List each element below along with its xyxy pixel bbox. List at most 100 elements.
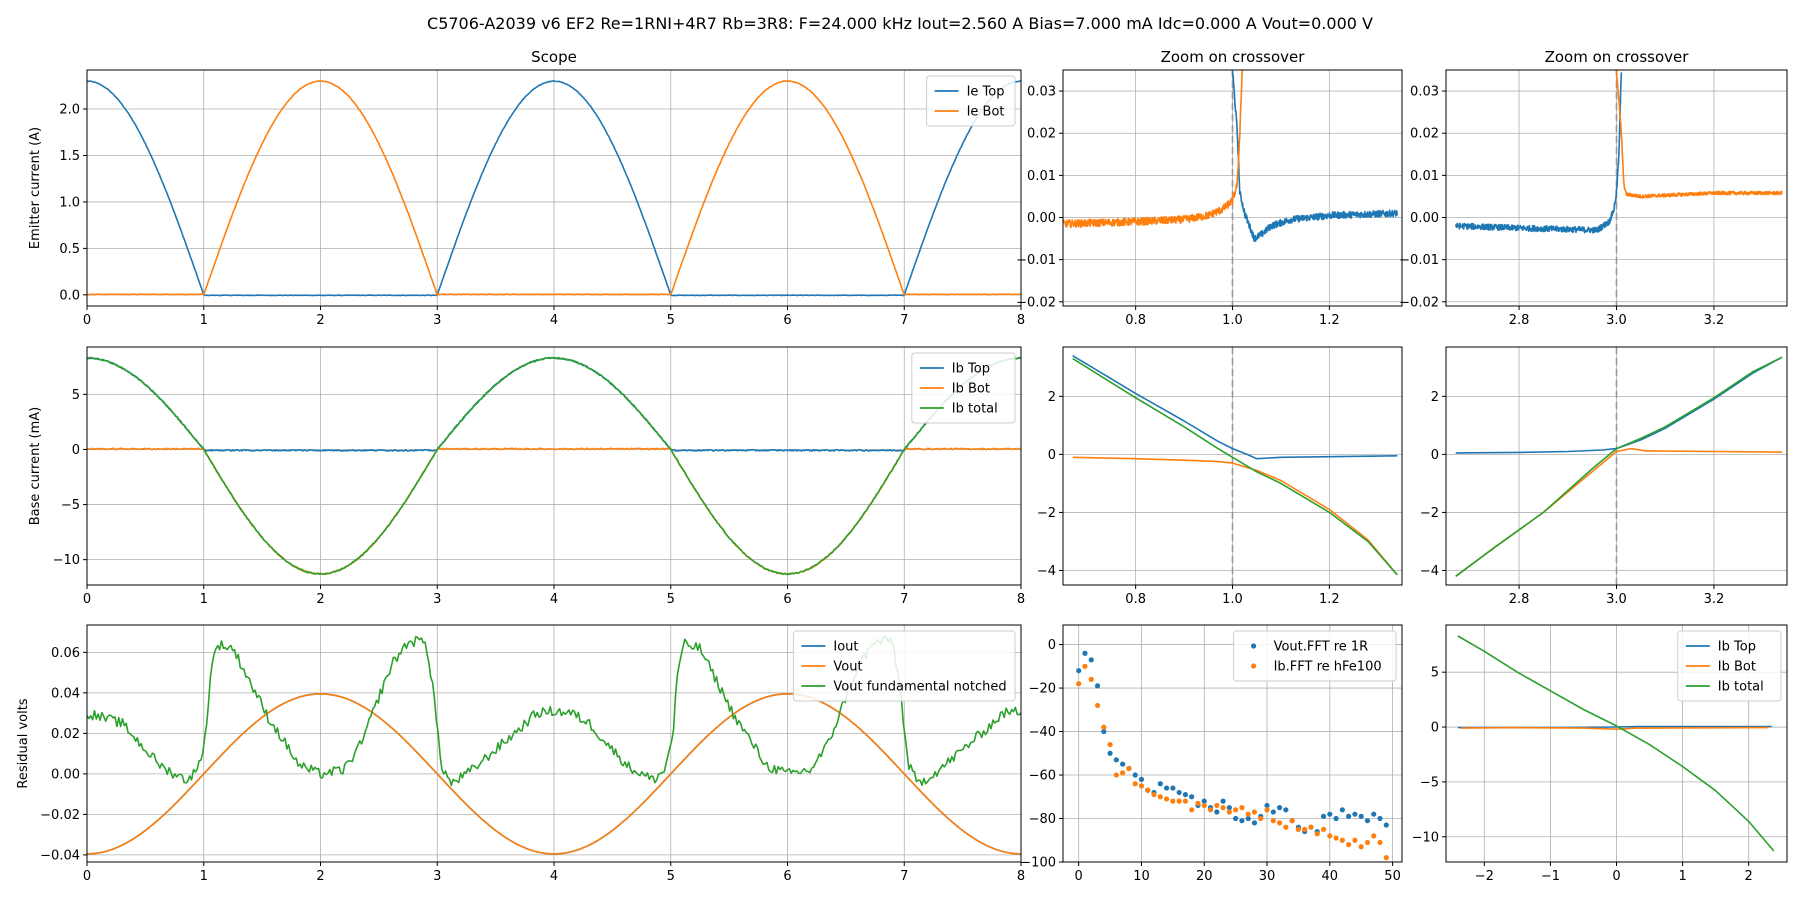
y-tick-label: 0.00 — [51, 767, 80, 782]
x-tick-label: 5 — [667, 869, 675, 884]
scatter-point — [1220, 798, 1226, 804]
scatter-point — [1120, 761, 1126, 767]
x-tick-label: 3.2 — [1704, 592, 1725, 607]
chart-zoom-emitter-1: 0.8 1.0 1.2 −0.02 −0.01 0.00 0.01 0.02 0.03 Zoom … — [1016, 48, 1403, 328]
axes-title: Zoom on crossover — [1545, 48, 1690, 66]
scatter-point — [1101, 724, 1107, 730]
axes-title: Zoom on crossover — [1161, 48, 1306, 66]
scatter-point — [1251, 820, 1258, 826]
y-tick-label: −10 — [53, 553, 80, 568]
x-tick-label: 8 — [1017, 592, 1025, 607]
scatter-point — [1201, 798, 1207, 804]
scatter-point — [1358, 844, 1364, 850]
scatter-point — [1107, 750, 1113, 756]
x-tick-label: 2.8 — [1509, 592, 1530, 607]
y-tick-label: 5 — [72, 388, 80, 403]
x-tick-label: 8 — [1017, 869, 1025, 884]
scatter-point — [1170, 798, 1176, 804]
x-tick-label: 3 — [433, 313, 441, 328]
scatter-point — [1189, 807, 1195, 813]
y-axis-label: Residual volts — [16, 698, 31, 788]
series-line-1 — [1072, 355, 1398, 460]
x-tick-label: 3 — [433, 869, 441, 884]
chart-zoom-base-1: 0.8 1.0 1.2 −4 −2 0 2 — [1037, 346, 1403, 607]
x-tick-label: 0 — [1612, 869, 1620, 884]
y-tick-label: 1.0 — [59, 195, 80, 210]
legend-label: Vout fundamental notched — [833, 680, 1006, 695]
scatter-point — [1327, 833, 1333, 839]
x-tick-label: −1 — [1541, 869, 1560, 884]
y-tick-label: 0 — [1431, 721, 1439, 736]
series-line-2 — [1063, 70, 1243, 229]
y-tick-label: −20 — [1029, 682, 1056, 697]
x-tick-label: 2 — [316, 592, 324, 607]
x-tick-label: 0.8 — [1125, 592, 1146, 607]
scatter-point — [1170, 785, 1176, 791]
y-tick-label: 0.03 — [1410, 85, 1439, 100]
scatter-point — [1283, 807, 1289, 813]
scatter-point — [1132, 781, 1138, 787]
x-tick-label: 4 — [550, 592, 558, 607]
y-tick-label: −0.01 — [1016, 253, 1056, 268]
scatter-point — [1383, 822, 1389, 828]
scatter-point — [1138, 776, 1145, 782]
legend-box — [926, 75, 1016, 127]
y-tick-label: −100 — [1020, 856, 1056, 871]
x-tick-label: 2.8 — [1509, 313, 1530, 328]
y-tick-label: 0.04 — [51, 686, 80, 701]
scatter-point — [1151, 791, 1157, 798]
legend: Ib Top Ib Bot Ib total — [911, 352, 1016, 424]
y-tick-label: −10 — [1412, 830, 1439, 845]
scatter-point — [1076, 681, 1082, 687]
series-line-3 — [1455, 356, 1783, 577]
x-tick-label: 1.2 — [1319, 592, 1340, 607]
scatter-point — [1214, 802, 1220, 809]
scatter-point — [1377, 839, 1383, 846]
x-tick-label: 30 — [1259, 869, 1276, 884]
y-tick-label: 5 — [1431, 666, 1439, 681]
scatter-point — [1339, 837, 1345, 843]
legend-label: Ib Bot — [952, 382, 990, 397]
axes-frame — [1062, 624, 1403, 863]
y-tick-label: 2 — [1048, 390, 1056, 405]
x-tick-label: 3 — [433, 592, 441, 607]
scatter-point — [1132, 772, 1138, 778]
scatter-point — [1163, 796, 1170, 802]
y-tick-label: 0.03 — [1027, 85, 1056, 100]
scatter-point — [1226, 809, 1232, 815]
y-tick-label: −60 — [1029, 769, 1056, 784]
chart-fft: 0 10 20 30 40 50 −100 −80 −60 −40 −20 0 Vout.FFT re … — [1020, 624, 1403, 884]
scatter-point — [1314, 831, 1320, 837]
y-tick-label: 0 — [1048, 638, 1056, 653]
scatter-point — [1233, 815, 1239, 822]
scatter-point — [1138, 783, 1145, 789]
y-tick-label: −40 — [1029, 725, 1056, 740]
y-tick-label: 0 — [1048, 448, 1056, 463]
scatter-point — [1076, 668, 1082, 674]
legend-label: Vout.FFT re 1R — [1274, 640, 1369, 655]
series-line-2 — [87, 80, 1021, 296]
x-tick-label: 3.0 — [1606, 592, 1627, 607]
scatter-point — [1289, 818, 1295, 824]
scatter-point — [1245, 815, 1251, 822]
x-tick-label: 0 — [83, 313, 91, 328]
scatter-point — [1377, 815, 1383, 822]
scatter-point — [1094, 683, 1101, 689]
scatter-point — [1302, 826, 1308, 832]
scatter-point — [1220, 805, 1226, 811]
axes-title: Scope — [531, 48, 577, 66]
x-tick-label: 6 — [783, 869, 791, 884]
legend-marker — [1251, 643, 1257, 649]
y-tick-label: 0 — [1431, 448, 1439, 463]
x-tick-label: −2 — [1475, 869, 1494, 884]
series-line-3 — [1072, 357, 1398, 576]
scatter-point — [1113, 772, 1119, 778]
scatter-point — [1245, 811, 1251, 817]
x-tick-label: 1.0 — [1222, 313, 1243, 328]
scatter-point — [1082, 650, 1088, 656]
scatter-point — [1352, 811, 1358, 817]
scatter-point — [1239, 805, 1245, 811]
y-tick-label: −80 — [1029, 812, 1056, 827]
